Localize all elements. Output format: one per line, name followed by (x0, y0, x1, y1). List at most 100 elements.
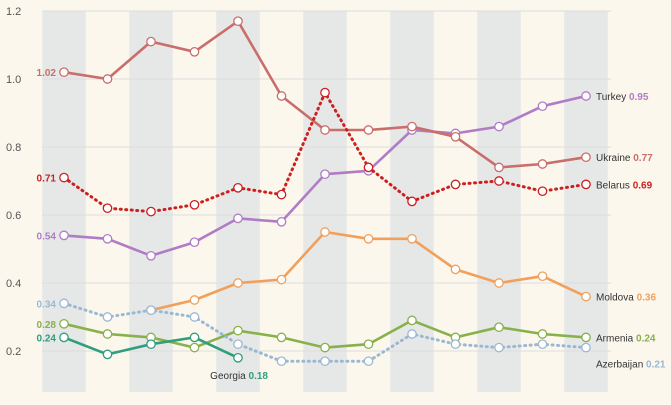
y-axis-tick-labels: 0.2 0.4 0.6 0.8 1.0 1.2 (6, 6, 21, 358)
data-point-azerbaijan (59, 298, 69, 309)
y-tick-label: 0.8 (6, 142, 21, 154)
data-point-azerbaijan (233, 339, 243, 350)
data-point-moldova (233, 278, 243, 288)
data-point-turkey (146, 250, 156, 261)
data-point-turkey (494, 121, 504, 132)
data-point-ukraine (581, 152, 591, 163)
data-point-ukraine (276, 91, 287, 101)
data-point-ukraine (102, 74, 113, 84)
data-point-belarus (320, 87, 330, 98)
end-label-moldova: Moldova 0.36 (596, 293, 656, 304)
series-name-azerbaijan: Azerbaijan (596, 360, 646, 371)
end-label-turkey: Turkey 0.95 (596, 92, 649, 103)
data-point-azerbaijan (146, 305, 156, 316)
data-point-moldova (189, 295, 200, 305)
data-point-georgia (189, 332, 200, 343)
data-point-belarus (102, 203, 113, 214)
data-point-armenia (581, 332, 591, 343)
data-point-belarus (276, 189, 287, 200)
end-label-belarus: Belarus 0.69 (596, 180, 653, 191)
data-point-armenia (363, 339, 374, 350)
data-point-azerbaijan (581, 342, 591, 353)
data-point-armenia (407, 315, 417, 326)
start-label-belarus: 0.71 (37, 174, 57, 185)
data-point-azerbaijan (102, 312, 113, 322)
data-point-belarus (189, 199, 200, 210)
data-point-belarus (537, 186, 548, 197)
column-band (564, 11, 608, 392)
data-point-belarus (59, 172, 69, 183)
data-point-georgia (233, 352, 243, 363)
y-tick-label: 0.6 (6, 210, 21, 222)
data-point-azerbaijan (189, 312, 200, 322)
end-label-ukraine: Ukraine 0.77 (596, 153, 653, 164)
start-label-turkey: 0.54 (37, 231, 57, 242)
y-tick-label: 1.2 (6, 6, 21, 18)
column-band (477, 11, 521, 392)
data-point-armenia (537, 329, 548, 339)
end-label-georgia: Georgia 0.18 (210, 371, 268, 382)
data-point-turkey (59, 230, 69, 241)
data-point-ukraine (363, 125, 374, 135)
data-point-georgia (146, 339, 156, 350)
data-point-belarus (581, 179, 591, 190)
start-label-armenia: 0.28 (37, 320, 57, 331)
data-point-turkey (320, 169, 330, 180)
data-point-armenia (276, 332, 287, 343)
data-point-turkey (581, 91, 591, 101)
data-point-turkey (102, 233, 113, 244)
data-point-ukraine (537, 159, 548, 169)
series-end-value-azerbaijan: 0.21 (646, 360, 666, 371)
start-label-ukraine: 1.02 (37, 68, 57, 79)
data-point-belarus (146, 206, 156, 217)
start-label-azerbaijan: 0.34 (37, 299, 57, 310)
end-label-azerbaijan: Azerbaijan 0.21 (596, 360, 666, 371)
data-point-moldova (320, 227, 330, 237)
y-tick-label: 0.2 (6, 346, 21, 358)
data-point-moldova (581, 291, 591, 302)
data-point-belarus (233, 182, 243, 193)
data-point-moldova (494, 278, 504, 288)
column-band (303, 11, 347, 392)
data-point-ukraine (320, 125, 330, 135)
data-point-ukraine (450, 131, 461, 142)
data-point-azerbaijan (450, 339, 461, 350)
series-end-value-ukraine: 0.77 (633, 153, 653, 164)
data-point-armenia (189, 342, 200, 353)
data-point-turkey (233, 213, 243, 224)
data-point-armenia (59, 318, 69, 329)
end-label-armenia: Armenia 0.24 (596, 333, 656, 344)
column-band (129, 11, 173, 392)
data-point-ukraine (494, 162, 504, 173)
series-name-moldova: Moldova (596, 293, 637, 304)
data-point-azerbaijan (494, 342, 504, 353)
y-tick-label: 1.0 (6, 74, 21, 86)
data-point-georgia (59, 332, 69, 343)
data-point-moldova (363, 233, 374, 244)
data-point-armenia (102, 329, 113, 339)
series-end-value-belarus: 0.69 (633, 180, 653, 191)
data-point-ukraine (233, 16, 243, 27)
data-point-turkey (189, 237, 200, 248)
data-point-turkey (537, 101, 548, 112)
data-point-belarus (450, 179, 461, 190)
data-point-ukraine (59, 67, 69, 78)
series-name-ukraine: Ukraine (596, 153, 633, 164)
series-end-value-turkey: 0.95 (629, 92, 649, 103)
data-point-moldova (537, 271, 548, 282)
data-point-georgia (102, 349, 113, 360)
data-point-azerbaijan (363, 356, 374, 367)
data-point-moldova (407, 233, 417, 244)
data-point-armenia (320, 342, 330, 353)
series-lines (59, 16, 591, 367)
data-point-ukraine (407, 121, 417, 132)
data-point-moldova (276, 274, 287, 285)
series-name-armenia: Armenia (596, 333, 636, 344)
data-point-ukraine (146, 36, 156, 47)
series-labels: 0.54 Turkey 0.95 1.02 Ukraine 0.77 0.71 Belar… (37, 68, 666, 382)
data-point-belarus (494, 176, 504, 186)
series-name-turkey: Turkey (596, 92, 629, 103)
data-point-azerbaijan (276, 356, 287, 367)
series-end-value-georgia: 0.18 (249, 371, 269, 382)
